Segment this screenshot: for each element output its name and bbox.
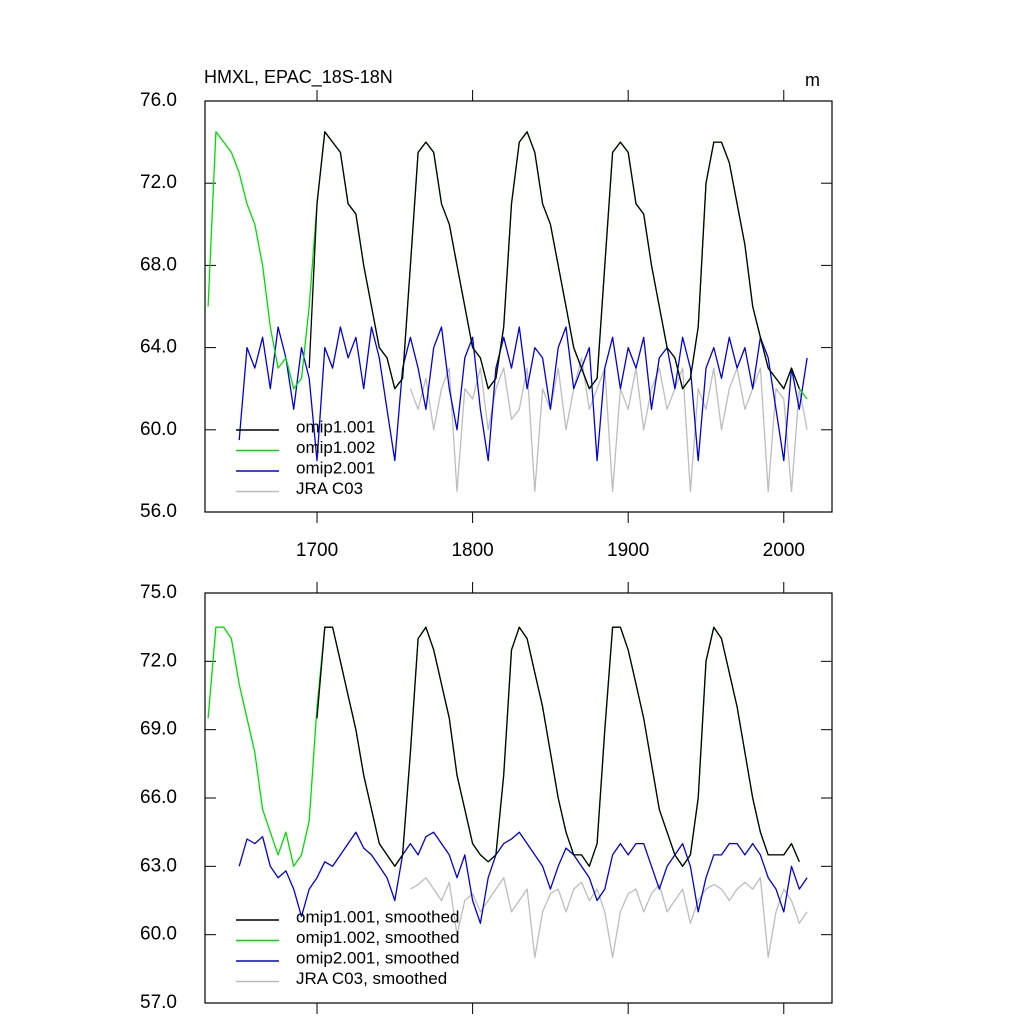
x-tick-label: 2000 <box>763 540 805 561</box>
legend-label: omip2.001, smoothed <box>296 948 460 967</box>
series-line <box>238 326 808 462</box>
units-label: m <box>805 70 820 90</box>
series-line <box>308 131 800 390</box>
y-tick-label: 60.0 <box>140 924 177 945</box>
plot-frame <box>204 100 833 513</box>
y-tick-label: 72.0 <box>140 650 177 671</box>
legend-label: omip1.002, smoothed <box>296 928 460 947</box>
y-tick-label: 76.0 <box>140 90 177 111</box>
y-tick-label: 64.0 <box>140 337 177 358</box>
y-tick-label: 75.0 <box>140 582 177 603</box>
x-tick-label: 1700 <box>296 540 338 561</box>
y-tick-label: 57.0 <box>140 992 177 1013</box>
x-tick-label: 1800 <box>451 540 493 561</box>
series-line <box>207 626 800 867</box>
legend-label: omip1.001 <box>296 417 375 436</box>
series-line <box>316 626 800 867</box>
series-line <box>238 831 808 924</box>
y-tick-label: 69.0 <box>140 719 177 740</box>
y-tick-label: 60.0 <box>140 419 177 440</box>
y-tick-label: 72.0 <box>140 172 177 193</box>
y-tick-label: 68.0 <box>140 254 177 275</box>
series-line <box>409 357 808 493</box>
y-tick-label: 63.0 <box>140 855 177 876</box>
x-tick-label: 1900 <box>607 540 649 561</box>
legend-label: omip1.001, smoothed <box>296 907 460 926</box>
y-tick-label: 56.0 <box>140 501 177 522</box>
legend-label: JRA C03, smoothed <box>296 969 447 988</box>
legend-label: omip1.002 <box>296 438 375 457</box>
legend-label: JRA C03 <box>296 479 363 498</box>
y-tick-label: 66.0 <box>140 787 177 808</box>
series-line <box>410 877 808 959</box>
chart-title: HMXL, EPAC_18S-18N <box>204 67 393 88</box>
legend-label: omip2.001 <box>296 458 375 477</box>
